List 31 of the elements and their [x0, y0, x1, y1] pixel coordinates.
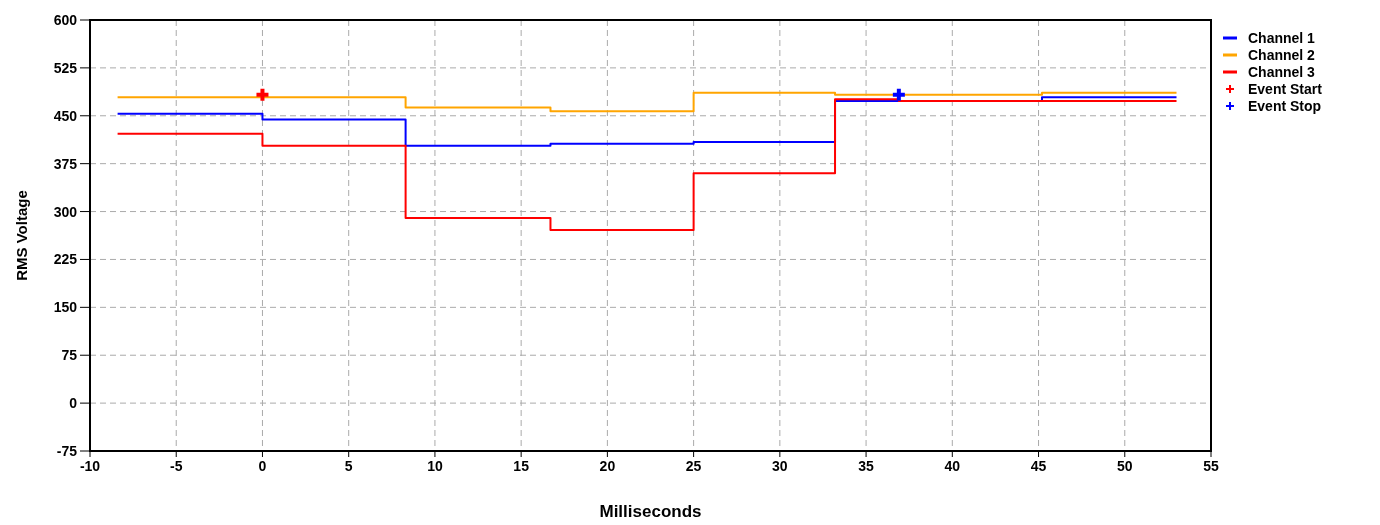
- x-tick-label: 0: [258, 458, 267, 474]
- x-tick-label: 20: [599, 458, 616, 474]
- y-tick-label: 450: [53, 107, 78, 124]
- legend-label: Channel 3: [1248, 64, 1316, 80]
- x-axis-title: Milliseconds: [599, 502, 702, 521]
- legend-label: Channel 2: [1248, 47, 1316, 63]
- legend-label: Event Start: [1248, 81, 1323, 97]
- y-tick-label: 225: [53, 251, 78, 268]
- x-tick-label: 25: [685, 458, 702, 474]
- y-tick-label: 600: [53, 12, 78, 28]
- y-tick-label: 150: [53, 299, 78, 316]
- y-axis-title: RMS Voltage: [13, 190, 30, 281]
- x-tick-label: 50: [1116, 458, 1133, 474]
- x-tick-label: -5: [170, 458, 183, 474]
- legend-label: Event Stop: [1248, 98, 1322, 114]
- x-tick-label: 40: [944, 458, 961, 474]
- y-tick-label: -75: [56, 443, 78, 459]
- y-tick-label: 75: [61, 347, 78, 364]
- x-tick-label: 45: [1030, 458, 1047, 474]
- x-tick-label: -10: [79, 458, 101, 474]
- x-tick-label: 55: [1203, 458, 1219, 474]
- x-tick-label: 15: [513, 458, 530, 474]
- x-tick-label: 5: [344, 458, 353, 474]
- x-tick-label: 35: [858, 458, 875, 474]
- x-tick-label: 10: [427, 458, 443, 474]
- y-tick-label: 375: [53, 155, 78, 172]
- y-tick-label: 300: [53, 203, 78, 220]
- legend-label: Channel 1: [1248, 30, 1316, 46]
- y-tick-label: 0: [69, 395, 78, 412]
- y-tick-label: 525: [53, 59, 78, 76]
- x-tick-label: 30: [772, 458, 788, 474]
